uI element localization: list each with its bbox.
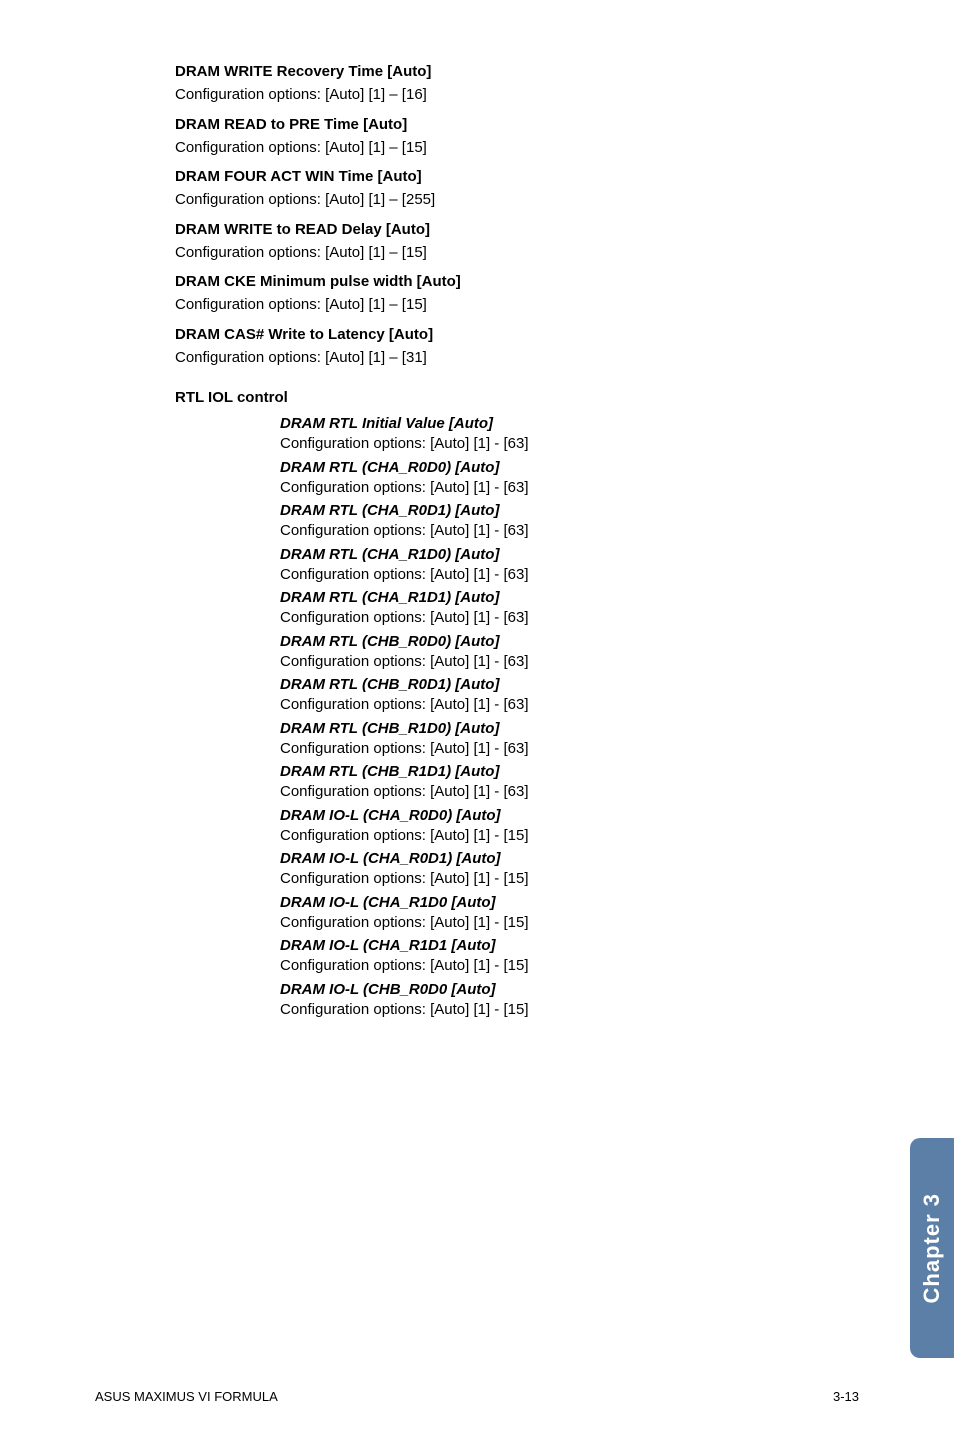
top-entry: DRAM CKE Minimum pulse width [Auto]Confi… <box>175 270 874 317</box>
sub-entry-desc: Configuration options: [Auto] [1] - [15] <box>280 913 874 933</box>
sub-entry-title: DRAM IO-L (CHA_R0D1) [Auto] <box>280 849 874 869</box>
sub-entry-title: DRAM RTL (CHB_R0D1) [Auto] <box>280 675 874 695</box>
entry-desc: Configuration options: [Auto] [1] – [255… <box>175 188 874 211</box>
top-entry: DRAM WRITE to READ Delay [Auto]Configura… <box>175 218 874 265</box>
sub-entry: DRAM RTL Initial Value [Auto]Configurati… <box>280 414 874 455</box>
sub-entry-desc: Configuration options: [Auto] [1] - [15] <box>280 956 874 976</box>
sub-entry-desc: Configuration options: [Auto] [1] - [63] <box>280 434 874 454</box>
chapter-tab-label: Chapter 3 <box>919 1193 945 1303</box>
entry-desc: Configuration options: [Auto] [1] – [15] <box>175 293 874 316</box>
sub-entry-title: DRAM RTL (CHA_R0D0) [Auto] <box>280 458 874 478</box>
top-entry: DRAM WRITE Recovery Time [Auto]Configura… <box>175 60 874 107</box>
entry-title: DRAM WRITE Recovery Time [Auto] <box>175 60 874 83</box>
entry-title: DRAM CKE Minimum pulse width [Auto] <box>175 270 874 293</box>
entry-title: DRAM FOUR ACT WIN Time [Auto] <box>175 165 874 188</box>
sub-entry: DRAM RTL (CHA_R0D0) [Auto]Configuration … <box>280 458 874 499</box>
sub-entry-desc: Configuration options: [Auto] [1] - [63] <box>280 652 874 672</box>
sub-entry-desc: Configuration options: [Auto] [1] - [63] <box>280 739 874 759</box>
sub-entry-desc: Configuration options: [Auto] [1] - [15] <box>280 826 874 846</box>
sub-entry-desc: Configuration options: [Auto] [1] - [63] <box>280 695 874 715</box>
sub-entry: DRAM RTL (CHA_R0D1) [Auto]Configuration … <box>280 501 874 542</box>
sub-entry-title: DRAM RTL (CHA_R1D0) [Auto] <box>280 545 874 565</box>
sub-entry-title: DRAM IO-L (CHA_R1D0 [Auto] <box>280 893 874 913</box>
entry-title: DRAM CAS# Write to Latency [Auto] <box>175 323 874 346</box>
sub-entry: DRAM RTL (CHA_R1D0) [Auto]Configuration … <box>280 545 874 586</box>
sub-entry-desc: Configuration options: [Auto] [1] - [15] <box>280 869 874 889</box>
sub-entry-title: DRAM RTL (CHB_R1D1) [Auto] <box>280 762 874 782</box>
page-footer: ASUS MAXIMUS VI FORMULA 3-13 <box>95 1389 859 1404</box>
sub-entry: DRAM IO-L (CHA_R1D1 [Auto]Configuration … <box>280 936 874 977</box>
sub-entry-desc: Configuration options: [Auto] [1] - [63] <box>280 565 874 585</box>
page: DRAM WRITE Recovery Time [Auto]Configura… <box>0 0 954 1438</box>
top-entries: DRAM WRITE Recovery Time [Auto]Configura… <box>175 60 874 369</box>
sub-entry-title: DRAM IO-L (CHA_R0D0) [Auto] <box>280 806 874 826</box>
sub-list: DRAM RTL Initial Value [Auto]Configurati… <box>175 414 874 1020</box>
sub-entry-title: DRAM RTL (CHB_R0D0) [Auto] <box>280 632 874 652</box>
sub-entry-desc: Configuration options: [Auto] [1] - [15] <box>280 1000 874 1020</box>
sub-entry: DRAM RTL (CHB_R1D0) [Auto]Configuration … <box>280 719 874 760</box>
sub-entry-title: DRAM IO-L (CHA_R1D1 [Auto] <box>280 936 874 956</box>
entry-desc: Configuration options: [Auto] [1] – [31] <box>175 346 874 369</box>
chapter-tab: Chapter 3 <box>910 1138 954 1358</box>
top-entry: DRAM CAS# Write to Latency [Auto]Configu… <box>175 323 874 370</box>
sub-entry: DRAM IO-L (CHB_R0D0 [Auto]Configuration … <box>280 980 874 1021</box>
sub-entry-title: DRAM IO-L (CHB_R0D0 [Auto] <box>280 980 874 1000</box>
top-entry: DRAM FOUR ACT WIN Time [Auto]Configurati… <box>175 165 874 212</box>
sub-entry-title: DRAM RTL (CHA_R0D1) [Auto] <box>280 501 874 521</box>
sub-entry: DRAM RTL (CHB_R0D0) [Auto]Configuration … <box>280 632 874 673</box>
entry-title: DRAM WRITE to READ Delay [Auto] <box>175 218 874 241</box>
entry-desc: Configuration options: [Auto] [1] – [15] <box>175 136 874 159</box>
sub-entry: DRAM IO-L (CHA_R0D0) [Auto]Configuration… <box>280 806 874 847</box>
sub-entry-desc: Configuration options: [Auto] [1] - [63] <box>280 478 874 498</box>
sub-entry: DRAM RTL (CHB_R0D1) [Auto]Configuration … <box>280 675 874 716</box>
content-area: DRAM WRITE Recovery Time [Auto]Configura… <box>0 60 954 1020</box>
entry-title: DRAM READ to PRE Time [Auto] <box>175 113 874 136</box>
sub-entry: DRAM IO-L (CHA_R1D0 [Auto]Configuration … <box>280 893 874 934</box>
sub-entry: DRAM RTL (CHA_R1D1) [Auto]Configuration … <box>280 588 874 629</box>
sub-entry-desc: Configuration options: [Auto] [1] - [63] <box>280 608 874 628</box>
entry-desc: Configuration options: [Auto] [1] – [15] <box>175 241 874 264</box>
footer-left: ASUS MAXIMUS VI FORMULA <box>95 1389 278 1404</box>
sub-entry-title: DRAM RTL Initial Value [Auto] <box>280 414 874 434</box>
entry-desc: Configuration options: [Auto] [1] – [16] <box>175 83 874 106</box>
sub-entry-title: DRAM RTL (CHB_R1D0) [Auto] <box>280 719 874 739</box>
sub-entry: DRAM IO-L (CHA_R0D1) [Auto]Configuration… <box>280 849 874 890</box>
sub-entry: DRAM RTL (CHB_R1D1) [Auto]Configuration … <box>280 762 874 803</box>
footer-right: 3-13 <box>833 1389 859 1404</box>
sub-entry-desc: Configuration options: [Auto] [1] - [63] <box>280 782 874 802</box>
top-entry: DRAM READ to PRE Time [Auto]Configuratio… <box>175 113 874 160</box>
sub-entry-desc: Configuration options: [Auto] [1] - [63] <box>280 521 874 541</box>
section-heading: RTL IOL control <box>175 389 874 406</box>
sub-entry-title: DRAM RTL (CHA_R1D1) [Auto] <box>280 588 874 608</box>
